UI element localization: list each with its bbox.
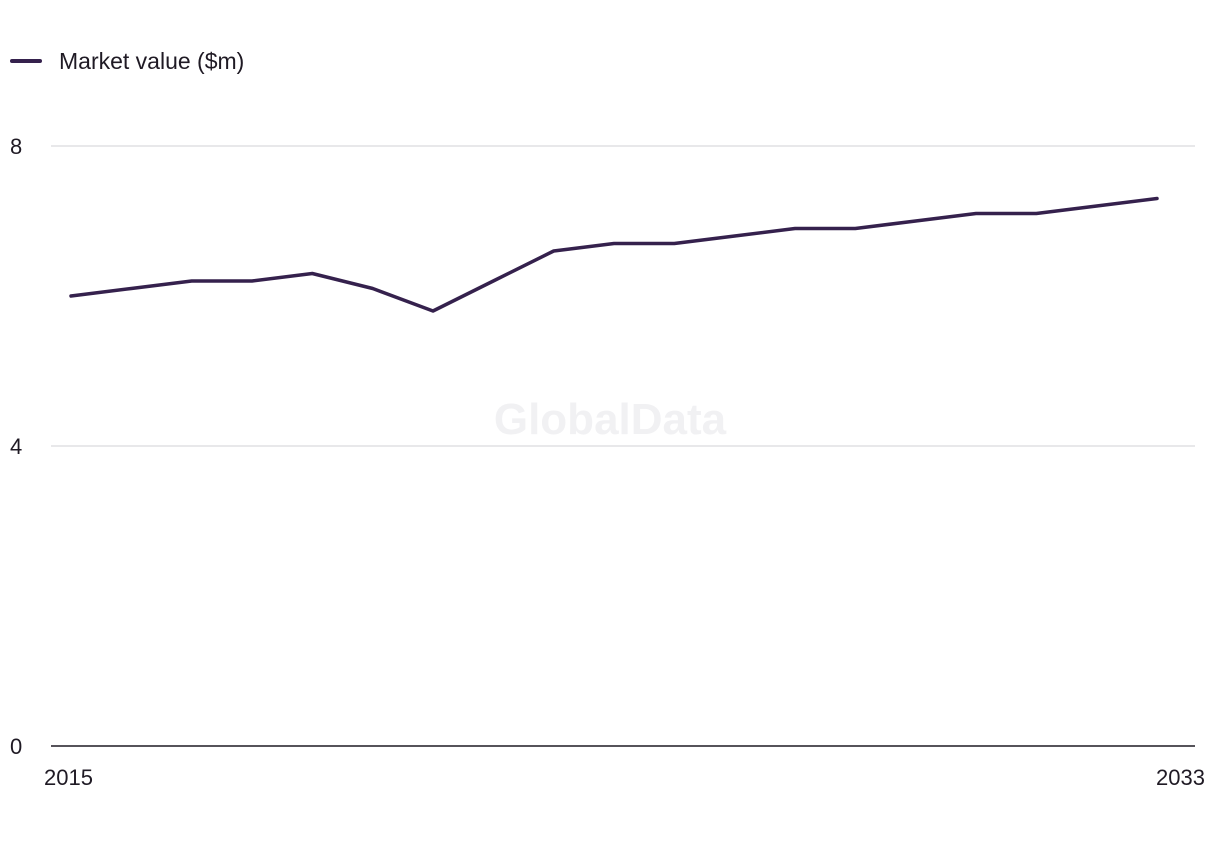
data-point <box>311 272 314 275</box>
data-point <box>612 242 615 245</box>
series-line <box>69 196 1159 313</box>
data-point <box>914 219 917 222</box>
data-point <box>854 227 857 230</box>
watermark: GlobalData <box>494 395 727 444</box>
data-point <box>1035 212 1038 215</box>
legend-label: Market value ($m) <box>59 48 245 74</box>
data-point <box>793 227 796 230</box>
data-point <box>1155 197 1158 200</box>
legend: Market value ($m) <box>10 46 244 76</box>
data-point <box>552 249 555 252</box>
x-tick-label: 2033 <box>1156 765 1205 790</box>
data-point <box>190 279 193 282</box>
y-tick-label: 8 <box>10 134 22 159</box>
data-point <box>974 212 977 215</box>
data-point <box>250 279 253 282</box>
data-point <box>673 242 676 245</box>
data-point <box>492 279 495 282</box>
data-point <box>130 287 133 290</box>
data-point <box>371 287 374 290</box>
data-point <box>431 309 434 312</box>
data-point <box>1095 204 1098 207</box>
data-point <box>69 294 72 297</box>
y-tick-label: 0 <box>10 734 22 759</box>
legend-swatch <box>10 59 42 63</box>
data-point <box>733 234 736 237</box>
x-tick-label: 2015 <box>44 765 93 790</box>
y-tick-label: 4 <box>10 434 22 459</box>
